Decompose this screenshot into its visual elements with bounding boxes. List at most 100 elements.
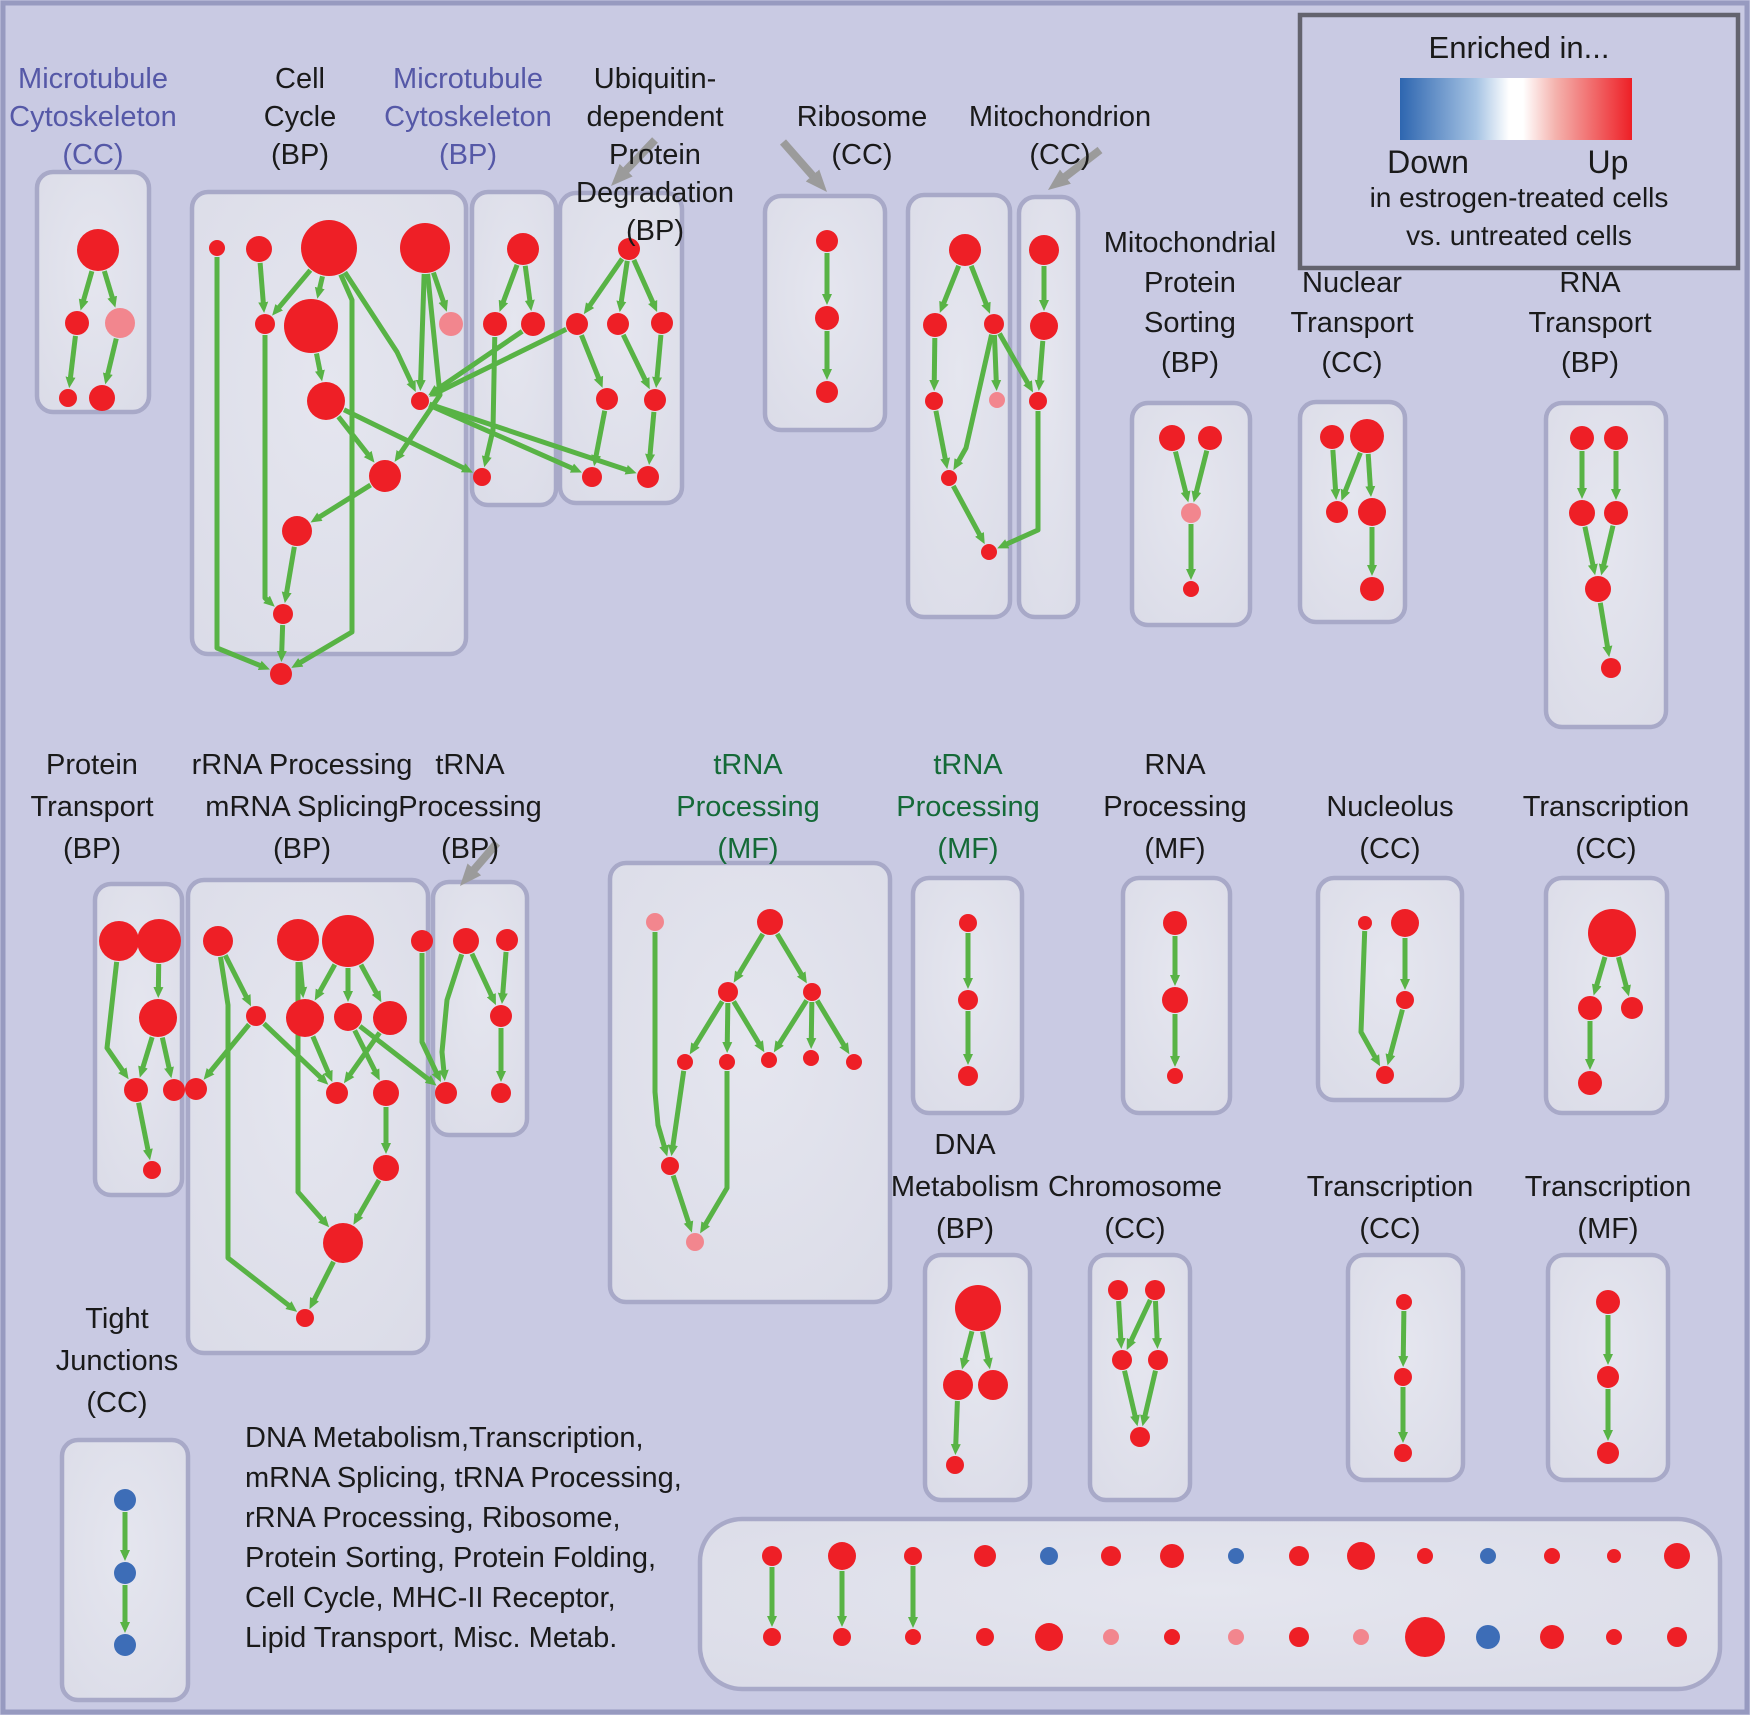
legend-up-label: Up [1588, 144, 1629, 180]
go-term-node [828, 1542, 856, 1570]
go-term-node [1030, 312, 1058, 340]
go-edge [428, 401, 637, 475]
misc-category-text: mRNA Splicing, tRNA Processing, [245, 1462, 682, 1494]
go-term-node [296, 1309, 314, 1327]
go-term-node [1540, 1625, 1564, 1649]
cluster-label-rrna-processing-mrna-splicing-bp: rRNA Processing [192, 749, 413, 781]
go-edge [579, 334, 604, 388]
cluster-label-protein-transport-bp: Transport [30, 791, 153, 823]
misc-category-text: Protein Sorting, Protein Folding, [245, 1542, 656, 1574]
go-edge [621, 333, 650, 390]
go-term-node [904, 1547, 922, 1565]
go-edge [78, 270, 95, 311]
go-edge [276, 624, 287, 663]
cluster-label-mitochondrial-protein-sorting-bp: Sorting [1144, 307, 1236, 339]
cluster-box-chromosome-cc [1087, 1252, 1193, 1503]
cluster-box-microtubule-cytoskeleton-cc [34, 169, 152, 415]
cluster-box-nuclear-transport-cc [1297, 399, 1408, 625]
go-term-node [677, 1054, 693, 1070]
go-edge [997, 332, 1034, 393]
go-term-node [1394, 1368, 1412, 1386]
go-term-node [1108, 1280, 1128, 1300]
cluster-label-dna-metabolism-bp: Metabolism [891, 1171, 1039, 1203]
go-edge [262, 335, 275, 607]
go-edge [670, 1174, 694, 1233]
go-term-node [411, 930, 433, 952]
go-term-node [307, 382, 345, 420]
go-term-node [959, 914, 977, 932]
go-edge [428, 402, 582, 473]
go-edge [415, 273, 427, 392]
cluster-label-ubiquitin-degradation-a: Ubiquitin- [594, 63, 717, 95]
label-pointer-arrow [459, 840, 501, 886]
go-edge [428, 327, 568, 397]
go-edge [309, 1260, 336, 1310]
go-edge [310, 1035, 333, 1082]
go-term-node [1358, 498, 1386, 526]
go-edge [342, 407, 474, 473]
go-term-node [521, 312, 545, 336]
go-term-node [1544, 1548, 1560, 1564]
go-term-node [1159, 425, 1185, 451]
go-term-node [1396, 1294, 1412, 1310]
go-edge [353, 1178, 382, 1225]
go-edge [773, 999, 809, 1053]
misc-category-text: Lipid Transport, Misc. Metab. [245, 1622, 617, 1654]
cluster-label-microtubule-cytoskeleton-cc: (CC) [62, 139, 123, 171]
go-edge [358, 1024, 437, 1086]
go-edge [1365, 453, 1376, 498]
go-edge [214, 257, 270, 670]
go-term-node [757, 909, 783, 935]
go-term-node [334, 1003, 362, 1031]
cluster-label-trna-processing-mf-large: Processing [676, 791, 819, 823]
go-edge [733, 932, 765, 983]
go-term-node [137, 919, 181, 963]
go-term-node [270, 663, 292, 685]
go-edge [281, 546, 297, 604]
go-term-node [1664, 1543, 1690, 1569]
go-term-node [1320, 425, 1344, 449]
go-term-node [286, 999, 324, 1037]
go-term-node [282, 516, 312, 546]
go-term-node [958, 1066, 978, 1086]
go-term-node [646, 913, 664, 931]
go-term-node [1162, 987, 1188, 1013]
go-term-node [89, 385, 115, 411]
go-edge [358, 963, 382, 1003]
go-term-node [846, 1054, 862, 1070]
go-term-node [483, 312, 507, 336]
go-term-node [1405, 1617, 1445, 1657]
go-term-node [1606, 1629, 1622, 1645]
cluster-label-ubiquitin-degradation-a: Protein [609, 139, 701, 171]
go-term-node [1621, 997, 1643, 1019]
go-term-node [644, 389, 666, 411]
go-term-node [209, 240, 225, 256]
go-term-node [1578, 1071, 1602, 1095]
go-term-node [946, 1456, 964, 1474]
cluster-label-nucleolus-cc: (CC) [1359, 833, 1420, 865]
cluster-label-mitochondrial-protein-sorting-bp: (BP) [1161, 347, 1219, 379]
go-term-node [1167, 1068, 1183, 1084]
go-term-node [661, 1157, 679, 1175]
go-term-node [1585, 576, 1611, 602]
go-edge [1582, 526, 1598, 576]
go-term-node [1570, 426, 1594, 450]
go-term-node [1164, 1629, 1180, 1645]
go-edge [223, 954, 252, 1007]
cluster-label-chromosome-cc: (CC) [1104, 1213, 1165, 1245]
go-term-node [1228, 1629, 1244, 1645]
cluster-label-rna-processing-mf: RNA [1144, 749, 1206, 781]
cluster-label-microtubule-cytoskeleton-bp: Cytoskeleton [384, 101, 552, 133]
go-term-node [163, 1079, 185, 1101]
go-term-node [1347, 1542, 1375, 1570]
go-term-node [400, 223, 450, 273]
cluster-label-trna-processing-bp: (BP) [441, 833, 499, 865]
cluster-box-transcription-cc-row2 [1543, 875, 1670, 1116]
go-term-node [1360, 577, 1384, 601]
go-term-node [607, 313, 629, 335]
go-term-node [1391, 909, 1419, 937]
cluster-label-ubiquitin-degradation-a: Degradation [576, 177, 734, 209]
cluster-label-ribosome-cc: (CC) [831, 139, 892, 171]
go-edge [342, 270, 416, 392]
go-edge [997, 411, 1041, 549]
